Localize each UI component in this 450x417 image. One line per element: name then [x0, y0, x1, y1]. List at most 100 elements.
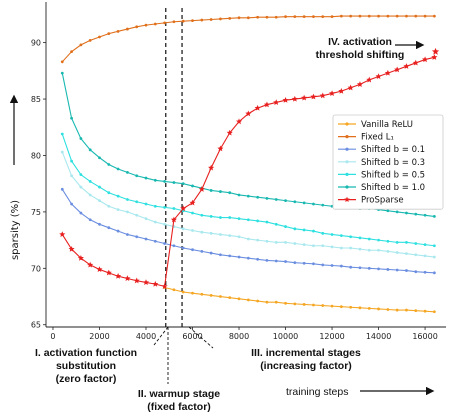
data-point: [60, 132, 64, 136]
legend-swatch-marker: [344, 196, 350, 203]
annotation-stage-4-line-1: IV. activation: [328, 36, 392, 48]
data-point: [312, 202, 315, 206]
data-point: [329, 90, 336, 96]
data-point: [200, 230, 204, 234]
data-point: [228, 234, 232, 237]
y-axis-ticks: 65 70 75 80 85 90: [31, 39, 46, 330]
data-point: [254, 104, 261, 111]
data-point: [339, 246, 343, 250]
legend-label: Vanilla ReLU: [361, 120, 413, 130]
data-point: [163, 205, 167, 209]
data-point: [144, 237, 148, 241]
data-point: [256, 257, 260, 261]
data-point: [405, 252, 408, 256]
data-point: [191, 229, 194, 232]
data-point: [172, 20, 176, 24]
data-point: [246, 194, 250, 198]
data-point: [226, 129, 233, 136]
data-point: [105, 269, 112, 276]
data-point: [358, 266, 362, 270]
data-point: [79, 211, 83, 215]
data-point: [59, 231, 66, 238]
data-point: [263, 101, 270, 108]
data-point: [133, 277, 140, 284]
legend-swatch-marker: [345, 185, 349, 189]
data-point: [96, 266, 103, 273]
data-point: [431, 54, 438, 60]
data-point: [219, 295, 222, 298]
data-point: [125, 170, 129, 174]
data-point: [265, 196, 269, 200]
data-point: [98, 185, 101, 189]
data-point: [125, 27, 129, 31]
annotation-stage-1-line-1: I. activation function: [35, 347, 137, 359]
data-point: [209, 189, 213, 192]
x-axis-label: training steps: [286, 386, 348, 398]
data-point: [312, 262, 315, 266]
data-point: [274, 240, 278, 244]
data-point: [135, 25, 139, 29]
y-axis-label: sparsity (%): [10, 200, 21, 260]
data-point: [125, 233, 129, 236]
annotation-stage-1-line-2: substitution: [56, 360, 116, 372]
data-point: [349, 246, 353, 250]
data-point: [414, 309, 418, 313]
data-point: [375, 73, 382, 80]
data-point: [395, 210, 399, 214]
data-point: [321, 203, 325, 207]
data-point: [414, 212, 418, 216]
data-point: [432, 255, 436, 259]
data-point: [302, 15, 306, 19]
data-point: [200, 18, 204, 22]
annotation-stage-3-line-2: (increasing factor): [260, 360, 352, 372]
data-point: [246, 298, 250, 302]
data-point: [144, 202, 148, 206]
data-point: [403, 63, 410, 69]
data-point: [302, 303, 306, 306]
data-point: [246, 237, 250, 241]
data-point: [228, 16, 232, 20]
data-point: [125, 198, 129, 201]
data-point: [70, 202, 73, 206]
data-point: [191, 184, 194, 188]
leader-stage-1: [153, 326, 169, 346]
data-point: [432, 215, 436, 218]
data-point: [107, 32, 111, 35]
data-point: [293, 15, 297, 19]
legend-item: Shifted b = 0.1: [338, 145, 425, 155]
series-shifted-b-0-1: [60, 187, 436, 275]
data-point: [152, 280, 159, 287]
data-point: [209, 18, 213, 21]
data-point: [405, 240, 408, 244]
axes: [45, 2, 446, 328]
data-point: [377, 248, 380, 252]
data-point: [219, 17, 222, 21]
data-point: [116, 229, 120, 233]
data-point: [265, 220, 269, 224]
data-point: [161, 283, 168, 289]
data-point: [284, 15, 287, 19]
data-point: [358, 306, 362, 310]
annotation-stage-1-line-3: (zero factor): [56, 373, 117, 385]
series-shifted-b-0-5: [60, 132, 436, 248]
data-point: [423, 14, 427, 18]
legend-label: Shifted b = 0.3: [361, 158, 425, 168]
legend-item: ProSparse: [338, 196, 404, 206]
data-point: [256, 195, 260, 199]
y-tick-label: 90: [31, 39, 41, 48]
data-point: [172, 181, 176, 184]
data-point: [79, 43, 83, 47]
data-point: [321, 244, 325, 248]
annotation-stage-3-line-1: III. incremental stages: [251, 347, 361, 359]
data-point: [237, 297, 241, 301]
data-point: [349, 265, 353, 269]
data-point: [293, 302, 297, 306]
data-point: [330, 264, 334, 267]
data-point: [98, 222, 101, 226]
data-point: [219, 216, 222, 219]
data-point: [60, 71, 64, 75]
data-point: [116, 208, 120, 212]
series-shifted-b-0-3: [60, 150, 436, 259]
data-point: [88, 38, 92, 42]
data-point: [330, 233, 334, 236]
